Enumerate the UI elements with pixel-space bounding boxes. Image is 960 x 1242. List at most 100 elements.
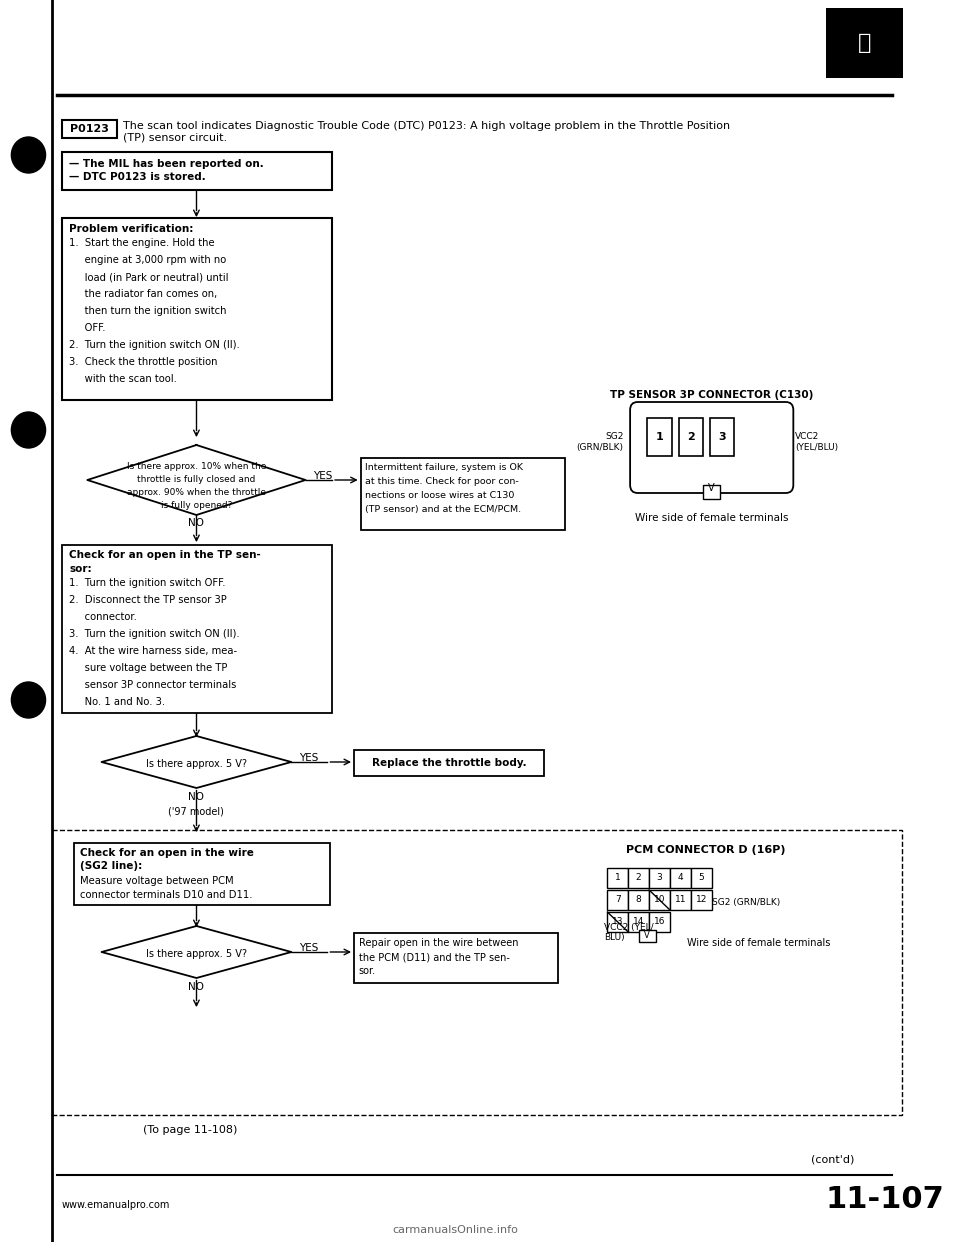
Text: YES: YES — [299, 943, 319, 953]
Text: Intermittent failure, system is OK: Intermittent failure, system is OK — [366, 463, 523, 472]
Text: Check for an open in the wire: Check for an open in the wire — [80, 848, 253, 858]
Text: YES: YES — [299, 753, 319, 763]
Bar — [608, 891, 628, 910]
Bar — [691, 891, 711, 910]
Text: the PCM (D11) and the TP sen-: the PCM (D11) and the TP sen- — [359, 953, 510, 963]
Text: 7: 7 — [615, 895, 621, 904]
Text: 1: 1 — [656, 432, 663, 442]
Text: sor.: sor. — [359, 966, 375, 976]
Text: Problem verification:: Problem verification: — [69, 224, 194, 233]
Text: 14: 14 — [633, 918, 644, 927]
Text: 4.  At the wire harness side, mea-: 4. At the wire harness side, mea- — [69, 646, 237, 656]
Text: approx. 90% when the throttle: approx. 90% when the throttle — [127, 488, 266, 497]
Text: Repair open in the wire between: Repair open in the wire between — [359, 938, 518, 948]
Text: ('97 model): ('97 model) — [169, 806, 225, 816]
Text: 🔧: 🔧 — [858, 34, 871, 53]
Text: 1.  Turn the ignition switch OFF.: 1. Turn the ignition switch OFF. — [69, 578, 226, 587]
Bar — [647, 419, 672, 456]
Bar — [826, 7, 903, 78]
Text: 8: 8 — [636, 895, 641, 904]
Bar — [608, 912, 628, 932]
Bar — [638, 930, 656, 941]
Bar — [679, 419, 703, 456]
Bar — [361, 458, 564, 530]
Bar — [61, 545, 332, 713]
Text: VCC2
(YEL/BLU): VCC2 (YEL/BLU) — [795, 432, 838, 452]
Text: 10: 10 — [654, 895, 665, 904]
Text: Wire side of female terminals: Wire side of female terminals — [635, 513, 788, 523]
Text: SG2 (GRN/BLK): SG2 (GRN/BLK) — [711, 898, 780, 908]
Text: 4: 4 — [678, 873, 684, 883]
Bar — [61, 120, 117, 138]
Text: YES: YES — [313, 471, 332, 481]
Text: Is there approx. 10% when the: Is there approx. 10% when the — [127, 462, 266, 471]
Text: 3.  Check the throttle position: 3. Check the throttle position — [69, 356, 218, 366]
Bar — [74, 843, 330, 905]
Bar — [628, 868, 649, 888]
Bar — [61, 219, 332, 400]
Text: — DTC P0123 is stored.: — DTC P0123 is stored. — [69, 171, 206, 183]
Text: load (in Park or neutral) until: load (in Park or neutral) until — [69, 272, 228, 282]
Text: with the scan tool.: with the scan tool. — [69, 374, 178, 384]
Bar — [670, 891, 691, 910]
Text: carmanualsOnline.info: carmanualsOnline.info — [393, 1225, 518, 1235]
Text: NO: NO — [188, 982, 204, 992]
Bar — [0, 0, 52, 1242]
Text: Measure voltage between PCM: Measure voltage between PCM — [80, 876, 233, 886]
Text: 1: 1 — [615, 873, 621, 883]
Text: Wire side of female terminals: Wire side of female terminals — [687, 938, 830, 948]
Text: throttle is fully closed and: throttle is fully closed and — [137, 474, 255, 484]
Bar — [628, 891, 649, 910]
Text: 2: 2 — [687, 432, 695, 442]
Bar — [703, 484, 720, 499]
Circle shape — [12, 412, 45, 448]
Text: sure voltage between the TP: sure voltage between the TP — [69, 663, 228, 673]
Text: 3: 3 — [718, 432, 726, 442]
Text: PCM CONNECTOR D (16P): PCM CONNECTOR D (16P) — [626, 845, 786, 854]
Bar — [52, 830, 901, 1115]
Text: 16: 16 — [654, 918, 665, 927]
Text: is fully opened?: is fully opened? — [160, 501, 232, 510]
Text: sor:: sor: — [69, 564, 92, 574]
Bar — [649, 912, 670, 932]
Text: VCC2 (YEL/
BLU): VCC2 (YEL/ BLU) — [605, 923, 654, 943]
Bar — [354, 750, 543, 776]
Bar — [670, 868, 691, 888]
Text: 12: 12 — [696, 895, 707, 904]
Text: sensor 3P connector terminals: sensor 3P connector terminals — [69, 681, 237, 691]
Circle shape — [12, 682, 45, 718]
Text: Is there approx. 5 V?: Is there approx. 5 V? — [146, 759, 247, 769]
Text: NO: NO — [188, 792, 204, 802]
Text: 3.  Turn the ignition switch ON (II).: 3. Turn the ignition switch ON (II). — [69, 628, 240, 638]
Bar — [61, 152, 332, 190]
Text: 5: 5 — [699, 873, 704, 883]
Text: NO: NO — [188, 518, 204, 528]
Text: — The MIL has been reported on.: — The MIL has been reported on. — [69, 159, 264, 169]
Text: P0123: P0123 — [70, 124, 108, 134]
Text: (TP sensor) and at the ECM/PCM.: (TP sensor) and at the ECM/PCM. — [366, 505, 521, 514]
Text: Replace the throttle body.: Replace the throttle body. — [372, 758, 526, 768]
Text: then turn the ignition switch: then turn the ignition switch — [69, 306, 227, 315]
Text: 11: 11 — [675, 895, 686, 904]
FancyBboxPatch shape — [630, 402, 793, 493]
Text: engine at 3,000 rpm with no: engine at 3,000 rpm with no — [69, 255, 227, 265]
Text: www.emanualpro.com: www.emanualpro.com — [61, 1200, 170, 1210]
Text: (To page 11-108): (To page 11-108) — [143, 1125, 237, 1135]
Text: SG2
(GRN/BLK): SG2 (GRN/BLK) — [576, 432, 623, 452]
Text: 11-107: 11-107 — [826, 1185, 945, 1213]
Text: TP SENSOR 3P CONNECTOR (C130): TP SENSOR 3P CONNECTOR (C130) — [610, 390, 813, 400]
Text: 1.  Start the engine. Hold the: 1. Start the engine. Hold the — [69, 238, 215, 248]
Bar — [649, 868, 670, 888]
Text: 3: 3 — [657, 873, 662, 883]
Text: 2.  Turn the ignition switch ON (II).: 2. Turn the ignition switch ON (II). — [69, 340, 240, 350]
Text: (SG2 line):: (SG2 line): — [80, 861, 142, 871]
Text: 13: 13 — [612, 918, 624, 927]
Text: No. 1 and No. 3.: No. 1 and No. 3. — [69, 697, 165, 707]
Text: the radiator fan comes on,: the radiator fan comes on, — [69, 289, 218, 299]
Text: Check for an open in the TP sen-: Check for an open in the TP sen- — [69, 550, 261, 560]
Text: V: V — [644, 932, 650, 940]
Bar — [649, 891, 670, 910]
Text: V: V — [708, 483, 715, 493]
Text: 2: 2 — [636, 873, 641, 883]
Bar — [354, 933, 558, 982]
